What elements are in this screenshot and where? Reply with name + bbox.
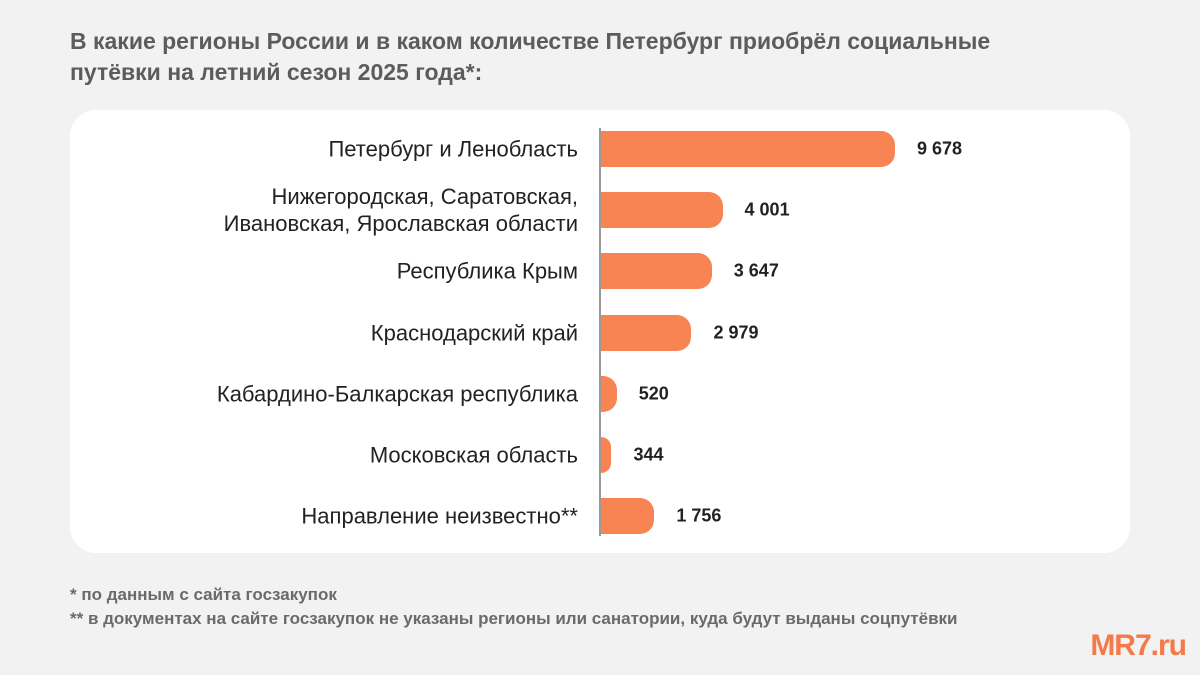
category-label: Московская область <box>369 442 578 468</box>
category-label: Республика Крым <box>396 258 578 284</box>
bar <box>601 192 723 229</box>
value-label: 4 001 <box>744 199 790 220</box>
category-label: Нижегородская, Саратовская, Ивановская, … <box>223 184 578 237</box>
bar <box>601 314 692 351</box>
category-label: Кабардино-Балкарская республика <box>216 381 578 407</box>
footnote-1: * по данным с сайта госзакупок <box>70 585 337 604</box>
footnote-2: ** в документах на сайте госзакупок не у… <box>70 609 958 628</box>
category-label: Направление неизвестно** <box>301 503 578 529</box>
category-label: Петербург и Ленобласть <box>328 136 578 162</box>
chart-title: В какие регионы России и в каком количес… <box>70 28 991 85</box>
value-label: 1 756 <box>676 505 722 526</box>
bar <box>601 375 617 412</box>
bar <box>601 131 895 167</box>
y-axis-line <box>599 128 601 536</box>
bar <box>601 498 655 535</box>
value-label: 3 647 <box>733 260 779 281</box>
value-label: 344 <box>633 444 664 465</box>
bar <box>601 437 612 473</box>
category-label: Краснодарский край <box>370 320 578 346</box>
value-label: 520 <box>638 383 669 404</box>
mr7-logo: MR7.ru <box>1090 629 1187 662</box>
bar <box>601 253 712 290</box>
value-label: 9 678 <box>917 138 963 159</box>
value-label: 2 979 <box>713 322 759 343</box>
